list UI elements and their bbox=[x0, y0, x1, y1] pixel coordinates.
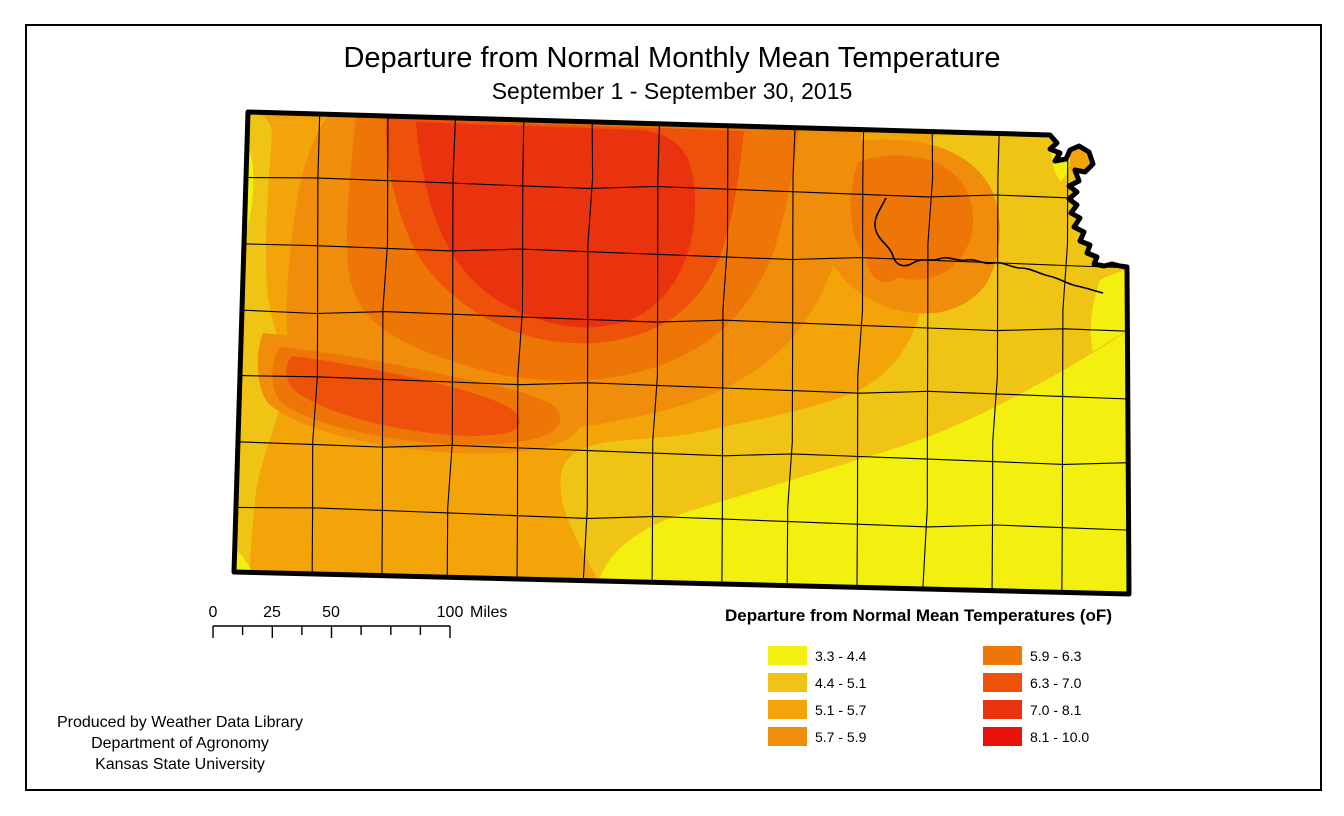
county-line bbox=[721, 112, 729, 594]
temperature-zone-3.3-4.4-east-sliver bbox=[1090, 270, 1129, 352]
legend-label: 5.9 - 6.3 bbox=[1030, 647, 1082, 664]
map-subtitle: September 1 - September 30, 2015 bbox=[491, 78, 853, 104]
scalebar-unit: Miles bbox=[470, 604, 507, 621]
county-line bbox=[651, 112, 661, 594]
temperature-zone-6.3-7.0-westcentral bbox=[286, 356, 520, 436]
legend-label: 4.4 - 5.1 bbox=[815, 674, 867, 691]
legend-column: 3.3 - 4.4 4.4 - 5.1 5.1 - 5.7 5.7 - 5.9 bbox=[768, 642, 938, 750]
county-line bbox=[991, 112, 1001, 594]
legend-swatch bbox=[768, 727, 807, 746]
county-line bbox=[234, 176, 1129, 201]
legend-label: 5.7 - 5.9 bbox=[815, 728, 867, 745]
county-line bbox=[234, 506, 1129, 531]
legend-column: 5.9 - 6.3 6.3 - 7.0 7.0 - 8.1 8.1 - 10.0 bbox=[983, 642, 1153, 750]
legend-swatch bbox=[983, 727, 1022, 746]
state-border bbox=[231, 109, 1132, 597]
map-title: Departure from Normal Monthly Mean Tempe… bbox=[343, 42, 1001, 74]
legend-row: 5.7 - 5.9 bbox=[768, 723, 938, 750]
legend-swatch bbox=[983, 646, 1022, 665]
kansas-river bbox=[874, 197, 1104, 294]
scalebar-label-50: 50 bbox=[322, 604, 340, 621]
legend-swatch bbox=[768, 700, 807, 719]
credits-line-2: Department of Agronomy bbox=[91, 735, 269, 752]
county-line bbox=[234, 440, 1129, 465]
temperature-zone-7.0-8.1-core bbox=[416, 122, 696, 328]
legend-swatch bbox=[983, 700, 1022, 719]
legend-row: 4.4 - 5.1 bbox=[768, 669, 938, 696]
scalebar-label-100: 100 bbox=[437, 604, 464, 621]
credits-line-1: Produced by Weather Data Library bbox=[56, 714, 304, 731]
legend-title: Departure from Normal Mean Temperatures … bbox=[725, 606, 1112, 625]
legend-row: 5.9 - 6.3 bbox=[983, 642, 1153, 669]
county-line bbox=[234, 308, 1129, 332]
county-line bbox=[234, 374, 1129, 400]
scalebar-label-25: 25 bbox=[263, 604, 281, 621]
legend-label: 8.1 - 10.0 bbox=[1030, 728, 1090, 745]
legend-row: 7.0 - 8.1 bbox=[983, 696, 1153, 723]
legend-swatch bbox=[983, 673, 1022, 692]
legend-label: 7.0 - 8.1 bbox=[1030, 701, 1082, 718]
county-line bbox=[786, 112, 797, 594]
temperature-zone-3.3-4.4-southeast bbox=[600, 330, 1129, 594]
legend: Departure from Normal Mean Temperatures … bbox=[712, 606, 1292, 750]
legend-swatch bbox=[768, 673, 807, 692]
credits-line-3: Kansas State University bbox=[95, 756, 265, 773]
legend-row: 6.3 - 7.0 bbox=[983, 669, 1153, 696]
legend-label: 3.3 - 4.4 bbox=[815, 647, 867, 664]
county-line bbox=[311, 112, 321, 594]
credits: Produced by Weather Data Library Departm… bbox=[30, 712, 330, 775]
scalebar-ticks bbox=[212, 626, 451, 638]
county-line bbox=[856, 112, 865, 594]
legend-swatch bbox=[768, 646, 807, 665]
county-line bbox=[581, 112, 594, 594]
scalebar: 0 25 50 100 Miles bbox=[209, 604, 507, 638]
legend-row: 3.3 - 4.4 bbox=[768, 642, 938, 669]
legend-label: 5.1 - 5.7 bbox=[815, 701, 867, 718]
county-line bbox=[921, 112, 934, 594]
county-line bbox=[1061, 112, 1069, 594]
legend-row: 5.1 - 5.7 bbox=[768, 696, 938, 723]
scalebar-label-0: 0 bbox=[209, 604, 218, 621]
county-line bbox=[516, 112, 525, 594]
county-grid bbox=[234, 112, 1129, 594]
county-line bbox=[446, 112, 457, 594]
legend-label: 6.3 - 7.0 bbox=[1030, 674, 1082, 691]
legend-row: 8.1 - 10.0 bbox=[983, 723, 1153, 750]
legend-entries: 3.3 - 4.4 4.4 - 5.1 5.1 - 5.7 5.7 - 5.9 5.9 … bbox=[712, 642, 1292, 750]
temperature-surface bbox=[234, 112, 1129, 594]
county-line bbox=[381, 112, 389, 594]
